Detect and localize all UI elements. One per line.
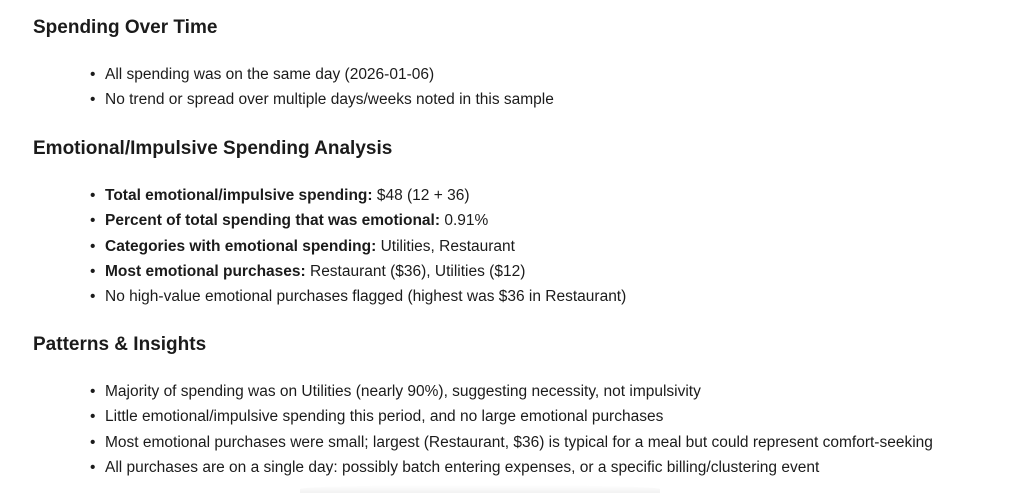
list-item: Most emotional purchases: Restaurant ($3… bbox=[0, 259, 626, 285]
list-item: All purchases are on a single day: possi… bbox=[0, 455, 933, 481]
heading-spending-over-time: Spending Over Time bbox=[33, 17, 218, 38]
emotional-analysis-list: Total emotional/impulsive spending: $48 … bbox=[0, 183, 626, 310]
list-item: No trend or spread over multiple days/we… bbox=[0, 87, 554, 113]
heading-emotional-analysis: Emotional/Impulsive Spending Analysis bbox=[33, 138, 393, 159]
spending-over-time-list: All spending was on the same day (2026-0… bbox=[0, 62, 554, 113]
list-item: Most emotional purchases were small; lar… bbox=[0, 430, 933, 456]
list-item: Categories with emotional spending: Util… bbox=[0, 234, 626, 260]
list-item: Total emotional/impulsive spending: $48 … bbox=[0, 183, 626, 209]
patterns-insights-list: Majority of spending was on Utilities (n… bbox=[0, 379, 933, 480]
list-item: No high-value emotional purchases flagge… bbox=[0, 284, 626, 310]
list-item: Majority of spending was on Utilities (n… bbox=[0, 379, 933, 405]
list-item: Percent of total spending that was emoti… bbox=[0, 208, 626, 234]
list-item: Little emotional/impulsive spending this… bbox=[0, 404, 933, 430]
bottom-shadow bbox=[300, 485, 660, 493]
list-item: All spending was on the same day (2026-0… bbox=[0, 62, 554, 88]
heading-patterns-insights: Patterns & Insights bbox=[33, 334, 207, 355]
